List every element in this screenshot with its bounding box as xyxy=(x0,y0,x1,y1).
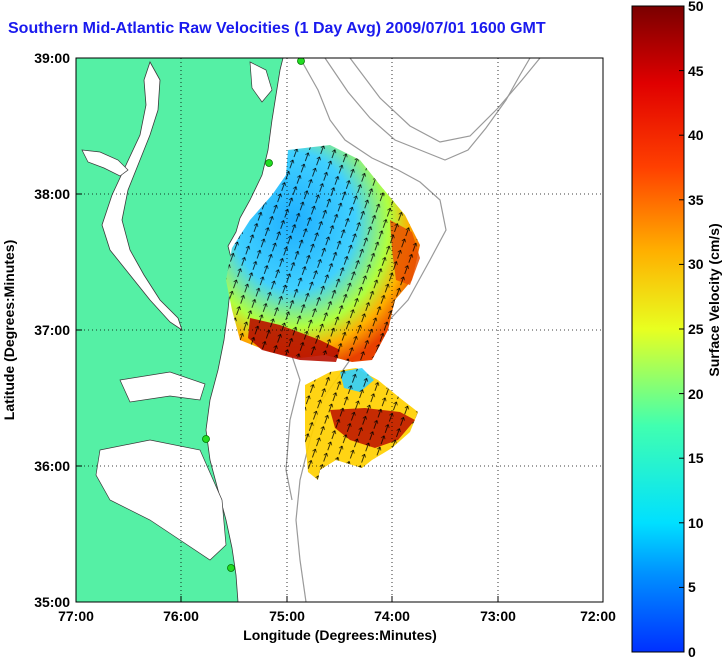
colorbar-label: Surface Velocity (cm/s) xyxy=(706,223,722,376)
lat-tick-label: 38:00 xyxy=(34,186,70,202)
radar-station-marker xyxy=(265,159,273,167)
colorbar-tick-label: 45 xyxy=(688,63,704,79)
delaware-bay xyxy=(249,61,273,103)
colorbar-tick-label: 25 xyxy=(688,321,704,337)
radar-stations xyxy=(202,58,305,572)
potomac-river xyxy=(81,149,129,177)
colorbar-tick-label: 40 xyxy=(688,127,704,143)
grid-lines xyxy=(76,58,603,602)
radar-station-marker xyxy=(227,564,235,572)
colorbar xyxy=(631,5,685,653)
colorbar-ticks xyxy=(679,5,684,653)
colorbar-tick-label: 0 xyxy=(688,644,696,659)
velocity-vectors-north xyxy=(226,145,420,362)
lat-tick-label: 35:00 xyxy=(34,594,70,610)
colorbar-tick-label: 15 xyxy=(688,450,704,466)
axis-ticks xyxy=(76,193,499,602)
colorbar-tick-label: 10 xyxy=(688,515,704,531)
lon-tick-label: 74:00 xyxy=(374,608,410,624)
y-axis-label: Latitude (Degrees:Minutes) xyxy=(1,240,17,420)
colorbar-tick-label: 50 xyxy=(688,0,704,14)
colorbar-tick-labels: 50 45 40 35 30 25 20 15 10 5 0 xyxy=(688,0,704,659)
lon-tick-label: 77:00 xyxy=(58,608,94,624)
colorbar-tick-label: 30 xyxy=(688,256,704,272)
albemarle-sound xyxy=(119,371,206,403)
radar-station-marker xyxy=(202,435,210,443)
colorbar-tick-label: 35 xyxy=(688,192,704,208)
chesapeake-bay xyxy=(101,61,183,331)
lat-tick-label: 39:00 xyxy=(34,50,70,66)
colorbar-tick-label: 20 xyxy=(688,386,704,402)
lat-tick-label: 36:00 xyxy=(34,458,70,474)
lon-tick-label: 73:00 xyxy=(480,608,516,624)
chart-title: Southern Mid-Atlantic Raw Velocities (1 … xyxy=(8,20,546,37)
colorbar-tick-label: 5 xyxy=(688,579,696,595)
radar-station-marker xyxy=(297,58,305,65)
velocity-vectors-south xyxy=(305,368,418,480)
lon-tick-label: 75:00 xyxy=(269,608,305,624)
lon-tick-label: 72:00 xyxy=(580,608,616,624)
lon-tick-label: 76:00 xyxy=(163,608,199,624)
pamlico-sound xyxy=(95,439,227,561)
lat-tick-label: 37:00 xyxy=(34,322,70,338)
x-axis-label: Longitude (Degrees:Minutes) xyxy=(243,627,437,643)
